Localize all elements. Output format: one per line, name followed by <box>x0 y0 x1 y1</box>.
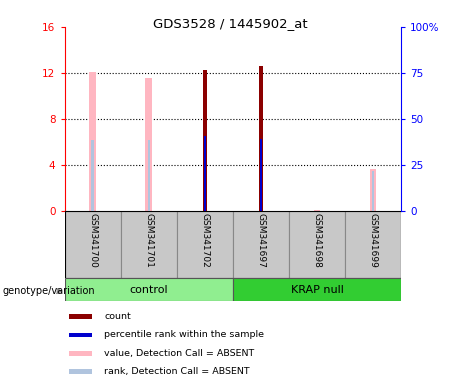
Bar <box>148 140 150 211</box>
Bar <box>313 210 320 211</box>
Text: genotype/variation: genotype/variation <box>2 286 95 296</box>
Bar <box>177 211 233 278</box>
Bar <box>69 333 92 337</box>
Bar <box>69 369 92 374</box>
Bar <box>121 211 177 278</box>
Text: percentile rank within the sample: percentile rank within the sample <box>104 330 264 339</box>
Bar <box>69 351 92 356</box>
Text: GSM341701: GSM341701 <box>144 213 153 268</box>
Bar <box>260 139 262 211</box>
Text: GSM341699: GSM341699 <box>368 213 378 268</box>
Bar <box>145 78 152 211</box>
Text: value, Detection Call = ABSENT: value, Detection Call = ABSENT <box>104 349 254 358</box>
Text: rank, Detection Call = ABSENT: rank, Detection Call = ABSENT <box>104 367 250 376</box>
Bar <box>69 314 92 319</box>
Text: GSM341700: GSM341700 <box>88 213 97 268</box>
Bar <box>233 278 401 301</box>
Text: KRAP null: KRAP null <box>290 285 343 295</box>
Text: control: control <box>130 285 168 295</box>
Text: GSM341702: GSM341702 <box>200 213 209 268</box>
Text: count: count <box>104 312 131 321</box>
Bar <box>91 140 94 211</box>
Bar <box>372 171 374 211</box>
Text: GDS3528 / 1445902_at: GDS3528 / 1445902_at <box>153 17 308 30</box>
Bar <box>204 136 206 211</box>
Bar <box>65 211 121 278</box>
Bar <box>370 169 376 211</box>
Text: GSM341697: GSM341697 <box>256 213 266 268</box>
Bar <box>233 211 289 278</box>
Bar <box>345 211 401 278</box>
Bar <box>65 278 233 301</box>
Bar <box>289 211 345 278</box>
Text: GSM341698: GSM341698 <box>313 213 321 268</box>
Bar <box>203 70 207 211</box>
Bar <box>89 72 96 211</box>
Bar <box>259 66 263 211</box>
